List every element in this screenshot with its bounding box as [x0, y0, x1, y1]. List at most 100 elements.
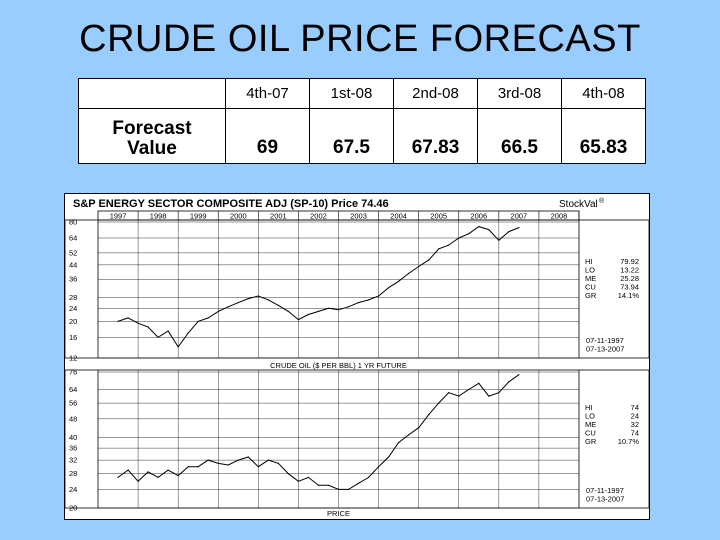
date-label: 07-13-2007	[586, 345, 624, 354]
data-point	[117, 476, 119, 478]
forecast-table: 4th-07 1st-08 2nd-08 3rd-08 4th-08 Forec…	[78, 78, 646, 164]
data-point	[207, 317, 209, 319]
data-point	[337, 309, 340, 311]
stat-value: 32	[631, 420, 639, 429]
row-label-line1: Forecast	[112, 118, 192, 139]
data-point	[207, 459, 209, 461]
y-tick-label: 44	[69, 260, 77, 269]
stat-value: 14.1%	[618, 291, 640, 300]
year-label: 2006	[470, 212, 487, 221]
data-point	[247, 298, 249, 300]
data-point	[317, 484, 320, 486]
data-point	[257, 295, 259, 297]
y-tick-label: 12	[69, 354, 77, 363]
stat-label: ME	[585, 274, 596, 283]
data-point	[267, 459, 269, 461]
year-label: 2003	[350, 212, 367, 221]
date-label: 07-11-1997	[586, 486, 624, 495]
table-header-row: 4th-07 1st-08 2nd-08 3rd-08 4th-08	[78, 78, 646, 109]
stockval-chart-panel: S&P ENERGY SECTOR COMPOSITE ADJ (SP-10) …	[64, 193, 650, 520]
date-label: 07-11-1997	[586, 336, 624, 345]
data-point	[147, 471, 149, 473]
data-point	[177, 475, 179, 477]
data-point	[498, 239, 500, 241]
y-tick-label: 28	[69, 293, 77, 302]
y-tick-label: 80	[69, 218, 77, 227]
energy-sector-panel: 12 16 20 24 28 36 44 52 64 80 HI 79.92 LO 13.22 ME 25.2…	[65, 218, 649, 370]
stat-label: CU	[585, 283, 596, 292]
year-label: 2008	[551, 212, 568, 221]
forecast-value: 67.83	[393, 108, 478, 164]
y-tick-label: 64	[69, 233, 77, 242]
data-point	[378, 295, 380, 297]
data-point	[247, 456, 249, 458]
data-point	[468, 388, 470, 391]
data-point	[157, 476, 159, 478]
table-header-cell: 2nd-08	[393, 78, 478, 109]
data-point	[137, 480, 139, 482]
y-tick-label: 20	[69, 504, 77, 513]
data-point	[418, 427, 420, 429]
table-header-cell: 3rd-08	[477, 78, 562, 109]
crude-oil-caption: CRUDE OIL ($ PER BBL) 1 YR FUTURE	[270, 361, 407, 370]
data-point	[508, 381, 510, 383]
stat-value: 25.28	[620, 274, 639, 283]
chart-brand: StockVal	[559, 199, 598, 210]
slide-title: CRUDE OIL PRICE FORECAST	[79, 18, 641, 60]
stat-label: GR	[585, 291, 597, 300]
data-point	[217, 310, 219, 312]
data-point	[167, 469, 169, 471]
forecast-value: 65.83	[561, 108, 646, 164]
data-point	[127, 317, 129, 319]
stat-value: 74	[631, 429, 639, 438]
stat-label: LO	[585, 266, 595, 275]
stat-label: HI	[585, 257, 593, 266]
date-label: 07-13-2007	[586, 495, 624, 504]
table-value-row: Forecast Value 69 67.5 67.83 66.5 65.83	[78, 108, 646, 164]
table-header-cell: 4th-08	[561, 78, 646, 109]
y-tick-label: 48	[69, 414, 77, 423]
data-point	[398, 442, 400, 444]
data-point	[518, 374, 520, 376]
year-label-bar: 1997 1998 1999 2000 2001 2002 2003 2004 2005 2006…	[97, 210, 580, 221]
data-point	[327, 307, 330, 309]
forecast-value: 66.5	[477, 108, 562, 164]
year-label: 2007	[511, 212, 528, 221]
y-tick-label: 56	[69, 399, 77, 408]
data-point	[478, 382, 480, 384]
data-point	[357, 482, 360, 484]
year-label: 1998	[150, 212, 167, 221]
forecast-value: 67.5	[309, 108, 394, 164]
y-tick-label: 24	[69, 485, 77, 494]
table-header-cell: 4th-07	[225, 78, 310, 109]
data-point	[297, 480, 299, 482]
data-point	[277, 462, 279, 464]
stat-value: 13.22	[620, 266, 639, 275]
data-point	[408, 272, 410, 275]
data-point	[368, 299, 370, 301]
data-point	[217, 462, 219, 464]
stat-label: ME	[585, 420, 596, 429]
data-point	[408, 434, 410, 436]
chart-header-title: S&P ENERGY SECTOR COMPOSITE ADJ (SP-10) …	[73, 198, 389, 210]
y-tick-label: 28	[69, 469, 77, 478]
data-point	[478, 226, 480, 228]
stat-label: LO	[585, 412, 595, 421]
y-tick-label: 36	[69, 275, 77, 284]
data-point	[368, 476, 370, 478]
table-header-cell	[78, 78, 226, 109]
data-point	[197, 466, 199, 468]
y-tick-label: 64	[69, 385, 77, 394]
y-tick-label: 40	[69, 433, 77, 442]
data-point	[458, 237, 460, 239]
data-point	[438, 402, 440, 404]
data-point	[428, 259, 430, 261]
y-tick-label: 32	[69, 456, 77, 465]
data-point	[117, 320, 119, 322]
data-point	[448, 392, 450, 394]
data-point	[227, 306, 229, 308]
data-point	[167, 330, 169, 332]
data-point	[498, 392, 500, 394]
data-point	[287, 473, 289, 475]
crude-oil-panel: 20 24 28 32 36 40 48 56 64 76 HI 74 LO 24 ME 32 CU 74 GR 10…	[65, 368, 649, 518]
